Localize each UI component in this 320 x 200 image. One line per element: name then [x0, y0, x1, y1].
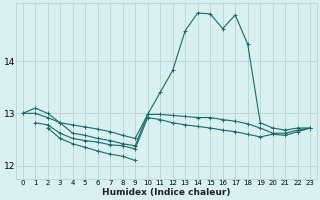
X-axis label: Humidex (Indice chaleur): Humidex (Indice chaleur): [102, 188, 231, 197]
